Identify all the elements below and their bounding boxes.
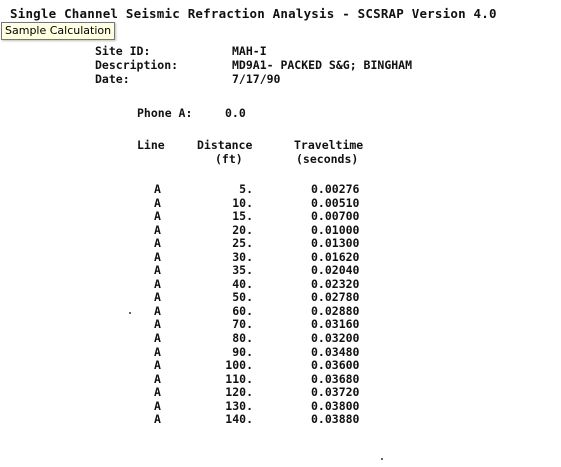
- line-cell: A: [154, 290, 161, 305]
- line-cell: A: [154, 331, 161, 346]
- line-cell: A: [154, 236, 161, 251]
- distance-cell: 60.: [232, 303, 253, 318]
- traveltime-cell: 0.01000: [311, 222, 360, 237]
- traveltime-unit: (seconds): [296, 152, 359, 166]
- distance-cell: 140.: [225, 412, 253, 427]
- distance-cell: 90.: [232, 344, 253, 359]
- distance-cell: 110.: [225, 371, 253, 386]
- distance-cell: 30.: [232, 249, 253, 264]
- distance-unit: (ft): [215, 152, 243, 166]
- line-cell: A: [154, 398, 161, 413]
- phone-label: Phone A:: [137, 106, 193, 120]
- site-metadata: Site ID: MAH-I Description: MD9A1- PACKED …: [95, 44, 412, 86]
- distance-cell: 100.: [225, 358, 253, 373]
- traveltime-cell: 0.00700: [311, 209, 360, 224]
- traveltime-cell: 0.00510: [311, 195, 360, 210]
- line-cell: A: [154, 303, 161, 318]
- distance-cell: 35.: [232, 263, 253, 278]
- traveltime-cell: 0.03680: [311, 371, 360, 386]
- date-value: 7/17/90: [232, 72, 281, 86]
- distance-cell: 5.: [239, 182, 253, 196]
- line-cell: A: [154, 222, 161, 237]
- line-cell: A: [154, 276, 161, 291]
- line-cell: A: [154, 182, 161, 196]
- distance-cell: 15.: [232, 209, 253, 224]
- site-id-value: MAH-I: [232, 44, 267, 58]
- traveltime-cell: 0.01300: [311, 236, 360, 251]
- distance-cell: 10.: [232, 195, 253, 210]
- description-label: Description:: [95, 58, 179, 72]
- line-cell: A: [154, 385, 161, 400]
- traveltime-cell: 0.03200: [311, 331, 360, 346]
- traveltime-cell: 0.03800: [311, 398, 360, 413]
- line-cell: A: [154, 371, 161, 386]
- phone-row: Phone A: 0.0: [137, 106, 246, 120]
- tooltip: Sample Calculation: [1, 22, 116, 40]
- line-cell: A: [154, 209, 161, 224]
- scan-speck: [129, 312, 131, 314]
- distance-cell: 130.: [225, 398, 253, 413]
- traveltime-header: Traveltime: [294, 138, 364, 152]
- description-value: MD9A1- PACKED S&G; BINGHAM: [232, 58, 413, 72]
- line-header: Line: [137, 138, 165, 152]
- traveltime-cell: 0.02780: [311, 290, 360, 305]
- site-id-row: Site ID: MAH-I: [95, 44, 412, 58]
- line-cell: A: [154, 344, 161, 359]
- distance-cell: 70.: [232, 317, 253, 332]
- traveltime-cell: 0.02880: [311, 303, 360, 318]
- distance-cell: 50.: [232, 290, 253, 305]
- document-title: Single Channel Seismic Refraction Analys…: [10, 6, 497, 21]
- traveltime-cell: 0.03600: [311, 358, 360, 373]
- distance-cell: 120.: [225, 385, 253, 400]
- phone-value: 0.0: [225, 106, 246, 120]
- line-cell: A: [154, 412, 161, 427]
- distance-cell: 20.: [232, 222, 253, 237]
- traveltime-cell: 0.01620: [311, 249, 360, 264]
- traveltime-cell: 0.02320: [311, 276, 360, 291]
- traveltime-cell: 0.00276: [311, 182, 360, 196]
- traveltime-cell: 0.03720: [311, 385, 360, 400]
- traveltime-cell: 0.02040: [311, 263, 360, 278]
- distance-cell: 40.: [232, 276, 253, 291]
- line-cell: A: [154, 263, 161, 278]
- line-cell: A: [154, 249, 161, 264]
- distance-cell: 25.: [232, 236, 253, 251]
- traveltime-cell: 0.03880: [311, 412, 360, 427]
- distance-header: Distance: [197, 138, 253, 152]
- distance-cell: 80.: [232, 331, 253, 346]
- description-row: Description: MD9A1- PACKED S&G; BINGHAM: [95, 58, 412, 72]
- scan-speck: [381, 458, 383, 460]
- date-label: Date:: [95, 72, 130, 86]
- line-cell: A: [154, 317, 161, 332]
- site-id-label: Site ID:: [95, 44, 151, 58]
- traveltime-cell: 0.03160: [311, 317, 360, 332]
- line-cell: A: [154, 195, 161, 210]
- traveltime-cell: 0.03480: [311, 344, 360, 359]
- date-row: Date: 7/17/90: [95, 72, 412, 86]
- line-cell: A: [154, 358, 161, 373]
